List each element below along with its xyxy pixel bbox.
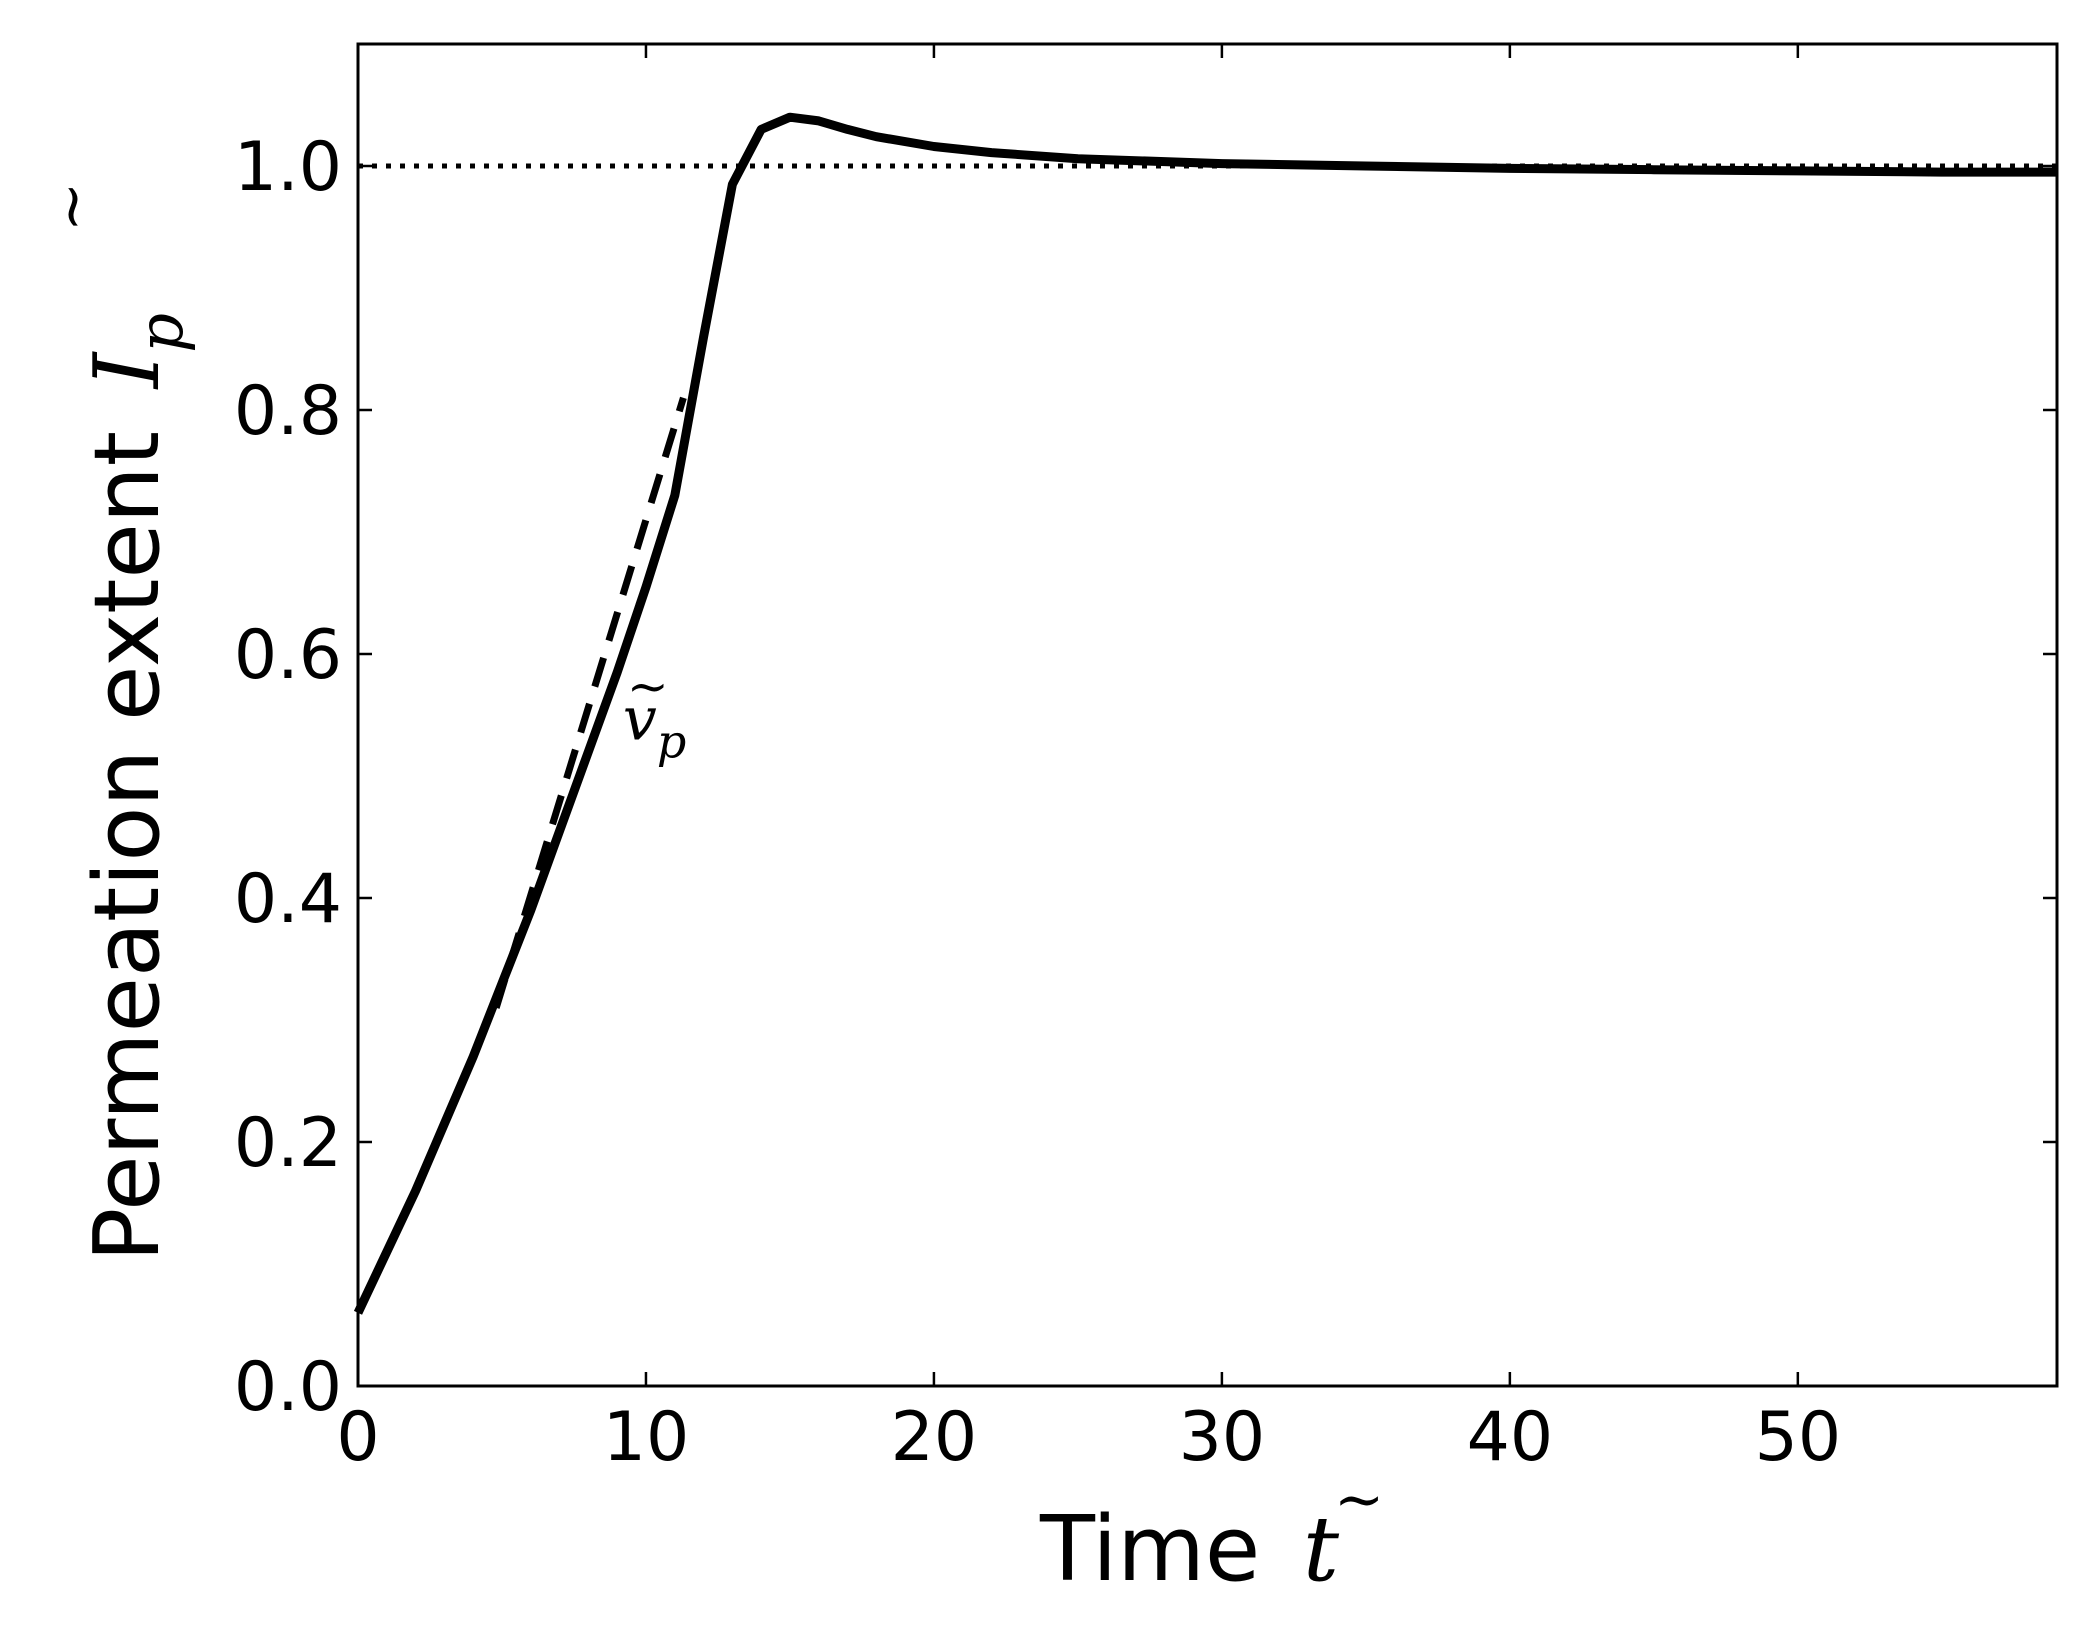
- x-axis-label: Time: [1039, 1497, 1260, 1602]
- annotation-symbol: v: [623, 684, 657, 754]
- y-tick-label: 0.8: [234, 372, 342, 451]
- x-axis-symbol: t: [1303, 1497, 1340, 1602]
- annotation-tilde: ~: [627, 657, 669, 715]
- y-axis-symbol: I: [75, 351, 180, 390]
- svg-text:vp: vp: [623, 684, 686, 768]
- y-tick-label: 0.6: [234, 616, 342, 695]
- x-tick-labels: 0 10 20 30 40 50: [336, 1398, 1841, 1477]
- y-axis-tilde: ~: [37, 182, 107, 232]
- y-axis-title: Permeation extent Ip ~: [37, 182, 197, 1262]
- y-tick-label: 0.4: [234, 860, 342, 939]
- y-tick-labels: 0.0 0.2 0.4 0.6 0.8 1.0: [234, 128, 342, 1427]
- x-tick-label: 20: [891, 1398, 978, 1477]
- x-axis-tilde: ~: [1334, 1465, 1384, 1535]
- plot-frame: [356, 42, 2059, 1388]
- x-axis-title: Time t ~: [1039, 1465, 1384, 1602]
- y-axis-label: Permeation extent: [75, 431, 180, 1262]
- series-line-solid: [353, 112, 2057, 1315]
- svg-text:Permeation extent Ip: Permeation extent Ip: [75, 313, 197, 1262]
- y-tick-label: 1.0: [234, 128, 342, 207]
- x-tick-label: 10: [603, 1398, 690, 1477]
- annotation-subscript: p: [657, 714, 686, 768]
- y-tick-label: 0.2: [234, 1104, 342, 1183]
- slope-annotation: vp ~: [623, 657, 686, 768]
- x-tick-label: 0: [336, 1398, 379, 1477]
- y-axis-subscript: p: [124, 313, 197, 353]
- x-tick-label: 30: [1179, 1398, 1266, 1477]
- x-tick-label: 50: [1755, 1398, 1842, 1477]
- series-line-dashed: [492, 396, 687, 1009]
- x-tick-label: 40: [1467, 1398, 1554, 1477]
- plot-area: [358, 44, 2057, 1386]
- series-layer: [353, 112, 2057, 1315]
- ticks-layer: [356, 44, 2057, 1388]
- y-tick-label: 0.0: [234, 1348, 342, 1427]
- svg-text:Time t: Time t: [1039, 1497, 1340, 1602]
